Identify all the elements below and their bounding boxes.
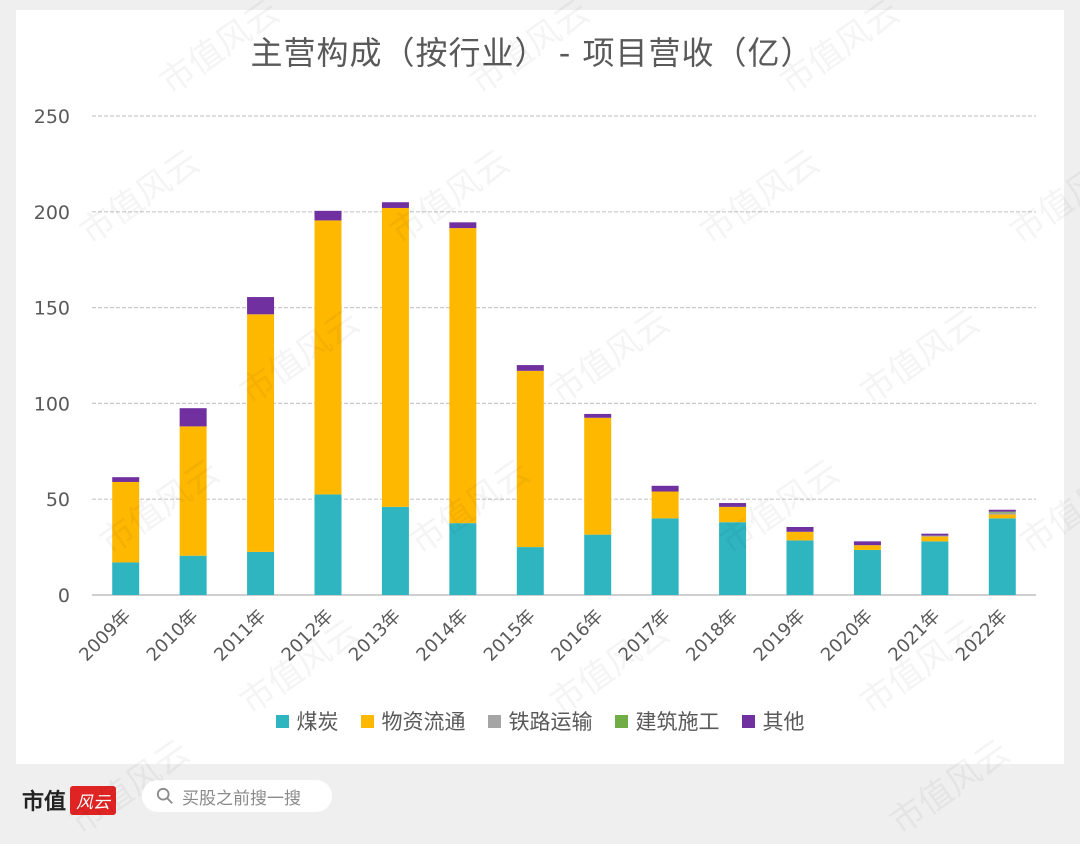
legend-swatch xyxy=(614,714,628,728)
bar-segment-4-13 xyxy=(988,509,1016,512)
legend-item: 煤炭 xyxy=(275,706,339,736)
bar-segment-1-3 xyxy=(314,220,342,495)
x-tick-label: 2018年 xyxy=(682,606,742,666)
x-tick-label: 2014年 xyxy=(412,606,472,666)
bar-segment-0-5 xyxy=(449,523,477,595)
y-tick-label: 0 xyxy=(58,585,70,607)
x-tick-label: 2011年 xyxy=(210,606,270,666)
bar-segment-4-10 xyxy=(786,526,814,532)
bar-segment-0-13 xyxy=(988,518,1016,595)
bar-segment-1-10 xyxy=(786,531,814,541)
bar-segment-4-2 xyxy=(247,297,275,315)
legend-label: 铁路运输 xyxy=(508,710,593,734)
x-tick-label: 2020年 xyxy=(817,606,877,666)
bar-segment-0-9 xyxy=(719,522,747,595)
bar-segment-0-6 xyxy=(516,547,544,595)
bar-segment-4-5 xyxy=(449,222,477,229)
legend-item: 物资流通 xyxy=(360,706,466,736)
bar-segment-4-11 xyxy=(853,541,881,546)
brand-mark: 风云 xyxy=(70,785,117,815)
bar-segment-4-3 xyxy=(314,210,342,221)
bar-segment-1-1 xyxy=(179,426,207,556)
legend-swatch xyxy=(275,714,289,728)
bar-segment-4-6 xyxy=(516,365,544,371)
legend-label: 物资流通 xyxy=(381,710,466,734)
bar-segment-0-11 xyxy=(853,549,881,595)
y-tick-label: 250 xyxy=(34,106,70,128)
bar-segment-0-12 xyxy=(921,541,949,595)
bar-segment-4-12 xyxy=(921,533,949,536)
bar-segment-3-13 xyxy=(988,511,1016,513)
legend-swatch xyxy=(360,714,374,728)
legend-label: 其他 xyxy=(762,710,805,734)
bar-segment-1-7 xyxy=(584,417,612,535)
bar-segment-1-9 xyxy=(719,506,747,523)
bar-segment-0-8 xyxy=(651,518,679,595)
legend-label: 煤炭 xyxy=(296,710,339,734)
brand-logo[interactable]: 市值 风云 xyxy=(22,784,117,816)
x-tick-label: 2019年 xyxy=(750,606,810,666)
chart-legend: 煤炭 物资流通 铁路运输 建筑施工 其他 xyxy=(0,706,1080,736)
legend-item: 其他 xyxy=(741,706,805,736)
x-tick-label: 2016年 xyxy=(547,606,607,666)
legend-item: 铁路运输 xyxy=(487,706,593,736)
legend-label: 建筑施工 xyxy=(635,710,720,734)
bar-segment-1-13 xyxy=(988,514,1016,519)
bar-segment-1-12 xyxy=(921,536,949,542)
bar-segment-1-5 xyxy=(449,228,477,524)
x-tick-label: 2022年 xyxy=(952,606,1012,666)
bar-segment-4-7 xyxy=(584,413,612,418)
x-tick-label: 2012年 xyxy=(278,606,338,666)
x-tick-label: 2017年 xyxy=(615,606,675,666)
bar-segment-2-12 xyxy=(921,535,949,537)
bar-segment-0-3 xyxy=(314,494,342,595)
bar-segment-0-0 xyxy=(112,562,140,595)
bar-segment-1-0 xyxy=(112,481,140,563)
chart-title: 主营构成（按行业） - 项目营收（亿） xyxy=(250,34,814,72)
y-tick-label: 100 xyxy=(34,393,70,415)
x-tick-label: 2021年 xyxy=(884,606,944,666)
legend-swatch xyxy=(487,714,501,728)
legend-item: 建筑施工 xyxy=(614,706,720,736)
x-tick-label: 2015年 xyxy=(480,606,540,666)
bar-segment-1-2 xyxy=(247,314,275,552)
bar-segment-1-8 xyxy=(651,491,679,519)
y-tick-label: 50 xyxy=(46,489,70,511)
x-tick-label: 2009年 xyxy=(75,606,135,666)
bar-segment-4-8 xyxy=(651,485,679,492)
bar-segment-0-7 xyxy=(584,534,612,595)
bar-segment-0-10 xyxy=(786,540,814,595)
legend-swatch xyxy=(741,714,755,728)
y-tick-label: 200 xyxy=(34,202,70,224)
bar-segment-1-4 xyxy=(381,207,409,507)
bar-segment-4-9 xyxy=(719,503,747,507)
search-placeholder: 买股之前搜一搜 xyxy=(182,788,301,809)
bar-segment-1-11 xyxy=(853,545,881,550)
x-tick-label: 2010年 xyxy=(143,606,203,666)
bar-segment-0-2 xyxy=(247,551,275,595)
x-tick-label: 2013年 xyxy=(345,606,405,666)
bar-segment-2-13 xyxy=(988,512,1016,515)
bar-segment-4-1 xyxy=(179,408,207,427)
bar-segment-0-1 xyxy=(179,555,207,595)
bar-segment-1-6 xyxy=(516,370,544,548)
bar-segment-4-4 xyxy=(381,202,409,208)
brand-name: 市值 xyxy=(22,789,67,815)
footer-bar: 市值 风云 买股之前搜一搜 xyxy=(0,770,1080,834)
search-box[interactable]: 买股之前搜一搜 xyxy=(142,780,332,812)
y-tick-label: 150 xyxy=(34,298,70,320)
bar-segment-0-4 xyxy=(381,506,409,595)
bar-segment-4-0 xyxy=(112,477,140,482)
search-icon xyxy=(156,787,173,804)
